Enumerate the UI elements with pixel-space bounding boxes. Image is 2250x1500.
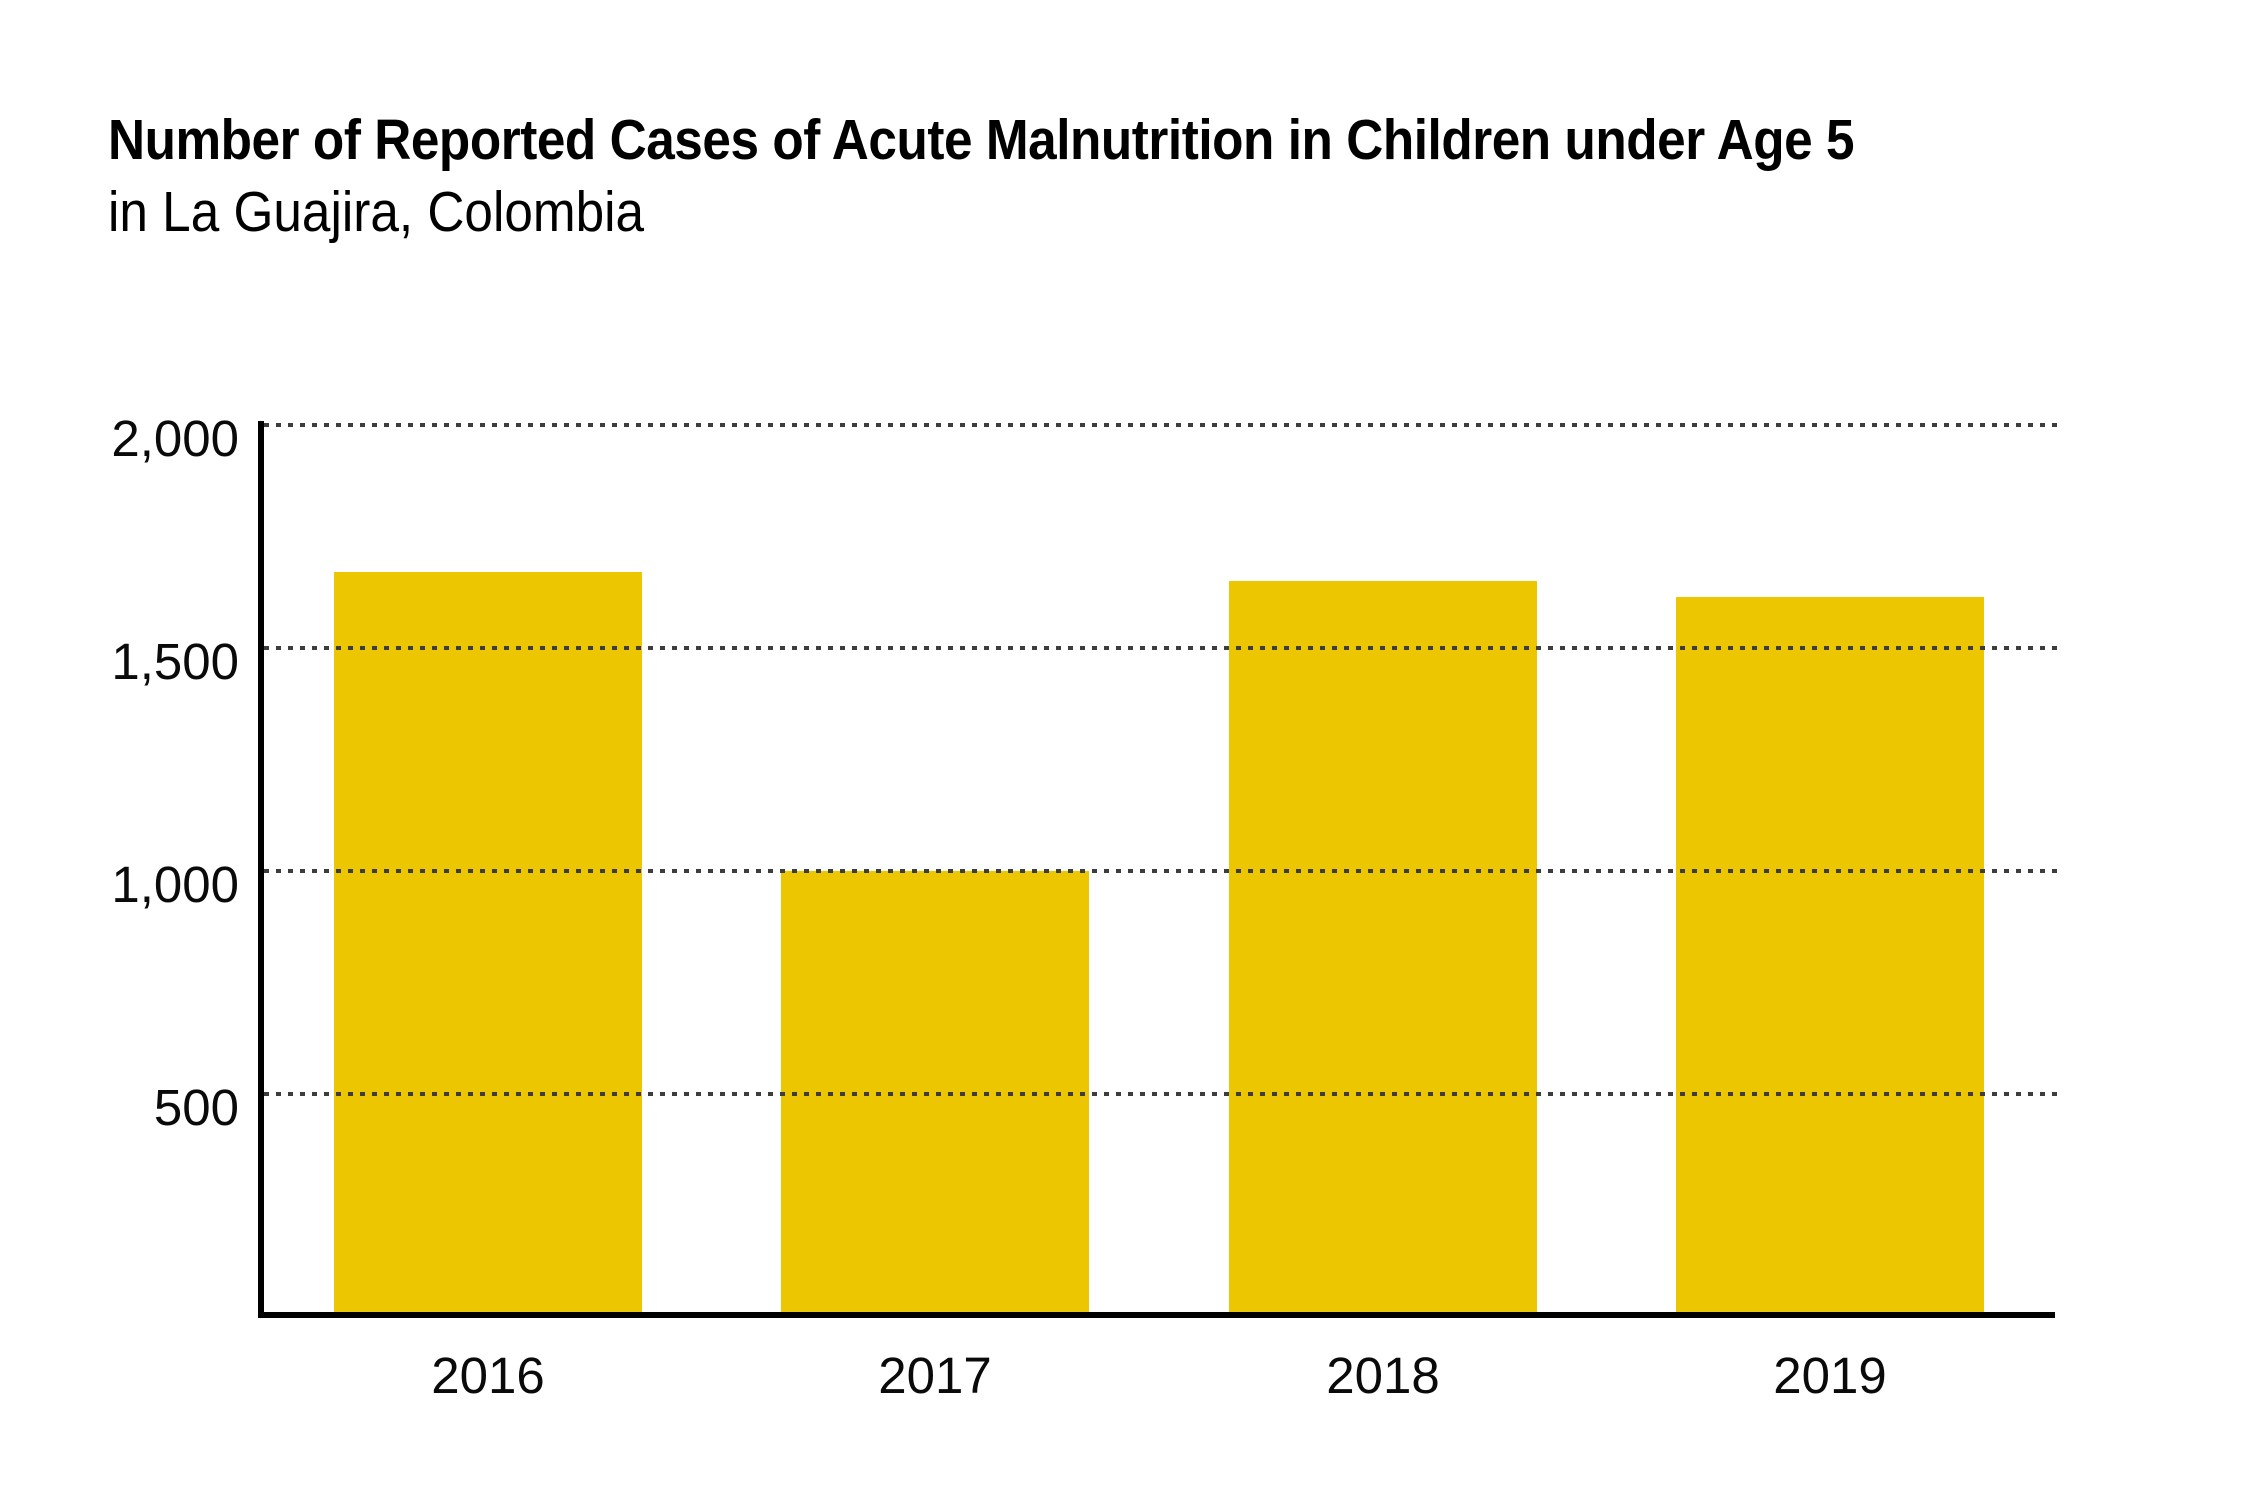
x-tick-label-2016: 2016: [431, 1347, 545, 1404]
bar-2016: [334, 572, 642, 1312]
y-tick-label-500: 500: [153, 1079, 239, 1136]
y-tick-label-2000: 2,000: [111, 410, 239, 467]
x-axis-line: [258, 1312, 2055, 1318]
x-tick-label-2017: 2017: [878, 1347, 992, 1404]
gridline-1500: [264, 646, 2062, 650]
chart-title: Number of Reported Cases of Acute Malnut…: [108, 104, 2048, 248]
gridline-2000: [264, 423, 2062, 427]
y-tick-label-1000: 1,000: [111, 856, 239, 913]
y-tick-label-1500: 1,500: [111, 633, 239, 690]
bar-2017: [781, 871, 1089, 1312]
x-tick-label-2018: 2018: [1326, 1347, 1440, 1404]
x-tick-label-2019: 2019: [1773, 1347, 1887, 1404]
bar-2018: [1229, 581, 1537, 1312]
gridline-500: [264, 1092, 2062, 1096]
y-axis-line: [258, 421, 264, 1318]
bar-2019: [1676, 596, 1984, 1312]
gridline-1000: [264, 869, 2062, 873]
chart-title-line1: Number of Reported Cases of Acute Malnut…: [108, 108, 1855, 172]
chart-title-line2: in La Guajira, Colombia: [108, 180, 645, 244]
